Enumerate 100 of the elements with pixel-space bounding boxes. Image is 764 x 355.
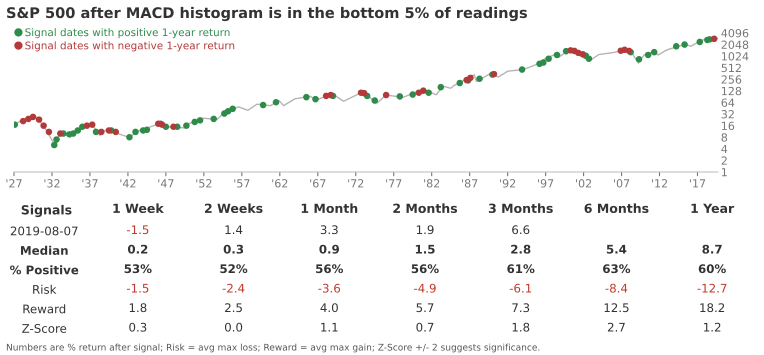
x-tick-label: '07 bbox=[614, 179, 630, 188]
data-label: 1.2 bbox=[704, 322, 720, 332]
point bbox=[53, 136, 60, 143]
x-tick-label: '12 bbox=[652, 179, 668, 188]
x-tick-label: 3 Months bbox=[488, 203, 553, 214]
data-label: 1.8 bbox=[512, 322, 530, 332]
point bbox=[312, 96, 319, 102]
y-tick-label: 256 bbox=[722, 75, 742, 84]
point bbox=[710, 36, 718, 42]
data-label: 56% bbox=[412, 264, 439, 274]
point bbox=[554, 52, 560, 58]
x-tick-label: 2 Months bbox=[393, 203, 458, 214]
x-tick-label: '52 bbox=[196, 179, 212, 188]
point bbox=[20, 118, 26, 124]
data-label: 5.7 bbox=[416, 303, 434, 312]
data-label: -8.4 bbox=[605, 284, 628, 293]
x-tick-label: 1 Year bbox=[692, 204, 734, 214]
point bbox=[57, 130, 64, 137]
point bbox=[50, 142, 58, 148]
point bbox=[126, 134, 133, 141]
data-label: 18.2 bbox=[700, 303, 724, 312]
data-label: 7.3 bbox=[512, 303, 530, 312]
point bbox=[681, 41, 688, 48]
data-label: 1.1 bbox=[321, 322, 338, 332]
point bbox=[36, 116, 42, 123]
data-label: 2.7 bbox=[608, 322, 625, 332]
point bbox=[382, 92, 390, 98]
x-tick-label: '27 bbox=[6, 179, 22, 188]
x-tick-label: '97 bbox=[538, 179, 554, 188]
data-label: 52% bbox=[220, 264, 248, 274]
data-label: 63% bbox=[603, 264, 630, 274]
point bbox=[644, 52, 652, 58]
data-label: 2.8 bbox=[511, 244, 530, 254]
x-tick-label: 2 Weeks bbox=[205, 203, 263, 214]
data-label: 1.8 bbox=[130, 303, 146, 312]
point bbox=[112, 128, 120, 136]
data-label: 8.7 bbox=[702, 244, 722, 254]
x-tick-label: '87 bbox=[462, 179, 478, 188]
y-tick-label: Median bbox=[21, 246, 68, 255]
x-tick-label: 1 Month bbox=[302, 203, 358, 214]
point bbox=[132, 128, 139, 136]
data-label: 56% bbox=[316, 264, 344, 274]
y-tick-label: 2 bbox=[722, 156, 727, 165]
x-tick-label: '77 bbox=[386, 179, 402, 188]
point bbox=[260, 102, 266, 108]
point bbox=[229, 106, 236, 112]
data-label: 5.4 bbox=[606, 244, 626, 254]
data-label: 1.4 bbox=[225, 225, 242, 234]
x-tick-label: '67 bbox=[310, 179, 326, 188]
data-label: 0.3 bbox=[129, 322, 146, 332]
data-label: -3.6 bbox=[318, 284, 340, 293]
text: Numbers are % return after signal; Risk = avg max loss; Reward = avg max gain; Z-Score +/- 2 suggests significance. bbox=[6, 344, 540, 352]
y-tick-label: 64 bbox=[722, 98, 734, 107]
data-label: 61% bbox=[507, 264, 534, 274]
data-label: 0.3 bbox=[224, 244, 244, 254]
point bbox=[74, 127, 82, 134]
x-tick-label: '02 bbox=[576, 179, 592, 188]
point bbox=[696, 38, 704, 46]
data-label: 1.9 bbox=[416, 225, 434, 234]
point bbox=[70, 130, 76, 137]
y-tick-label: 1024 bbox=[722, 52, 748, 61]
data-label: 0.7 bbox=[416, 322, 434, 332]
y-tick-label: 1 bbox=[722, 168, 727, 176]
legend-label: Signal dates with positive 1-year return bbox=[25, 28, 230, 38]
point bbox=[396, 93, 404, 100]
x-tick-label: '37 bbox=[82, 179, 98, 188]
x-tick-label: '17 bbox=[690, 179, 706, 188]
y-tick-label: 4096 bbox=[721, 28, 748, 38]
y-axis-title: Signals bbox=[22, 204, 72, 218]
x-tick-label: '92 bbox=[500, 179, 516, 188]
x-tick-label: '82 bbox=[424, 179, 440, 188]
x-tick-label: '42 bbox=[120, 179, 136, 188]
point bbox=[170, 123, 177, 130]
data-label: -1.5 bbox=[126, 284, 148, 293]
data-label: 4.0 bbox=[320, 303, 338, 312]
data-label: -1.5 bbox=[126, 225, 148, 234]
x-tick-label: '47 bbox=[158, 179, 174, 188]
point bbox=[46, 128, 52, 136]
point bbox=[196, 117, 204, 124]
point bbox=[30, 114, 36, 120]
y-tick-label: 8 bbox=[722, 133, 728, 142]
point bbox=[672, 43, 680, 50]
y-tick-label: Reward bbox=[23, 304, 66, 314]
chart-title: S&P 500 after MACD histogram is in the bottom 5% of readings bbox=[7, 6, 527, 22]
point bbox=[409, 91, 416, 98]
y-tick-label: 128 bbox=[722, 86, 742, 96]
point bbox=[183, 122, 190, 129]
x-tick-label: '72 bbox=[348, 179, 364, 188]
point bbox=[545, 55, 552, 62]
point bbox=[40, 122, 47, 129]
point bbox=[371, 97, 378, 104]
point bbox=[88, 121, 96, 128]
point bbox=[98, 128, 105, 136]
point bbox=[420, 87, 427, 94]
point bbox=[540, 59, 547, 66]
point bbox=[327, 92, 334, 98]
point bbox=[636, 56, 642, 63]
data-label: -12.7 bbox=[697, 284, 726, 293]
point bbox=[425, 89, 432, 96]
y-tick-label: 4 bbox=[721, 144, 728, 154]
